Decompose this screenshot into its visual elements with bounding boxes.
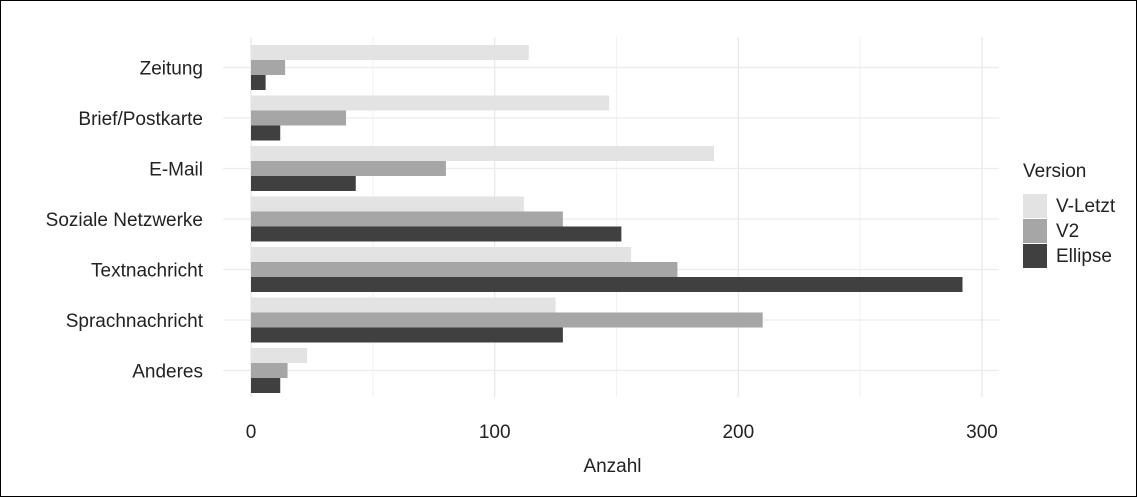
category-label: Soziale Netzwerke <box>46 210 203 231</box>
legend-label: V-Letzt <box>1056 196 1116 217</box>
bar-v-letzt-brief-postkarte <box>251 95 610 111</box>
bar-v2-anderes <box>251 363 288 378</box>
legend-title: Version <box>1023 161 1086 182</box>
x-tick-labels: 0 100 200 300 <box>246 422 998 443</box>
bar-v2-brief-postkarte <box>251 110 347 126</box>
bar-ellipse-anderes <box>251 378 281 393</box>
bar-v2-textnachricht <box>251 262 678 277</box>
bar-v-letzt-e-mail <box>251 146 714 161</box>
bar-ellipse-textnachricht <box>251 277 963 292</box>
x-tick-label: 100 <box>479 422 511 443</box>
legend-label: V2 <box>1056 221 1079 242</box>
category-label: Textnachricht <box>91 261 204 282</box>
bar-v-letzt-anderes <box>251 348 308 363</box>
bar-v2-sprachnachricht <box>251 312 763 328</box>
bars <box>251 45 963 393</box>
bar-v-letzt-zeitung <box>251 45 529 60</box>
x-tick-label: 300 <box>966 422 998 443</box>
bar-ellipse-sprachnachricht <box>251 327 563 343</box>
bar-ellipse-brief-postkarte <box>251 125 281 141</box>
x-axis-label: Anzahl <box>583 456 641 477</box>
bar-v2-soziale-netzwerke <box>251 211 563 227</box>
bar-ellipse-e-mail <box>251 176 356 191</box>
bar-v-letzt-soziale-netzwerke <box>251 196 524 212</box>
x-tick-label: 200 <box>722 422 754 443</box>
legend-swatch-ellipse <box>1023 244 1047 268</box>
legend: Version V-Letzt V2 Ellipse <box>1023 161 1116 268</box>
bar-v2-e-mail <box>251 161 446 176</box>
category-label: E-Mail <box>149 160 203 181</box>
legend-swatch-v2 <box>1023 219 1047 243</box>
category-label: Brief/Postkarte <box>78 109 203 130</box>
category-label: Sprachnachricht <box>66 311 204 332</box>
bar-v-letzt-sprachnachricht <box>251 297 556 313</box>
legend-swatch-v-letzt <box>1023 194 1047 218</box>
x-tick-label: 0 <box>246 422 257 443</box>
legend-label: Ellipse <box>1056 246 1112 267</box>
category-label: Zeitung <box>140 59 203 80</box>
bar-v-letzt-textnachricht <box>251 247 632 262</box>
bar-ellipse-zeitung <box>251 75 266 90</box>
category-labels: Zeitung Brief/Postkarte E-Mail Soziale Netz… <box>46 59 204 383</box>
bar-ellipse-soziale-netzwerke <box>251 226 622 242</box>
bar-v2-zeitung <box>251 60 286 75</box>
category-label: Anderes <box>132 362 203 383</box>
